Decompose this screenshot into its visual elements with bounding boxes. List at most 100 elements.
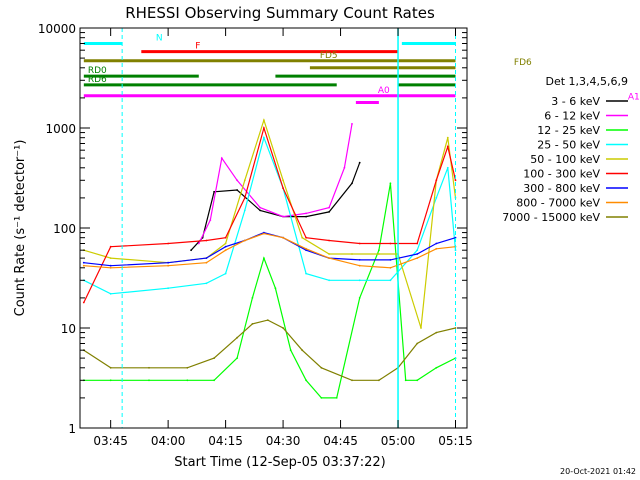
series-2-point-3 [186, 379, 189, 382]
series-7-point-0 [82, 264, 85, 267]
legend-label-5: 100 - 300 keV [523, 168, 600, 181]
series-5-point-2 [167, 242, 170, 245]
legend-label-7: 800 - 7000 keV [516, 197, 600, 210]
series-4-point-15 [446, 136, 449, 139]
series-8-point-11 [351, 379, 353, 382]
series-8-point-16 [454, 327, 457, 329]
series-line-3 [83, 135, 457, 295]
series-0-point-9 [358, 161, 361, 164]
bar-label-5: RD6 [88, 75, 107, 85]
series-2-point-6 [251, 297, 254, 299]
series-line-0 [190, 162, 361, 251]
series-2-point-5 [236, 357, 239, 359]
series-7-point-1 [109, 266, 112, 269]
series-8-point-12 [378, 379, 380, 382]
series-3-point-4 [224, 272, 227, 275]
series-5-point-5 [243, 197, 246, 199]
series-1-point-0 [197, 242, 200, 245]
x-tick-label-2: 04:15 [208, 434, 243, 448]
series-6-point-0 [82, 261, 85, 264]
series-8-point-3 [186, 366, 189, 369]
series-7-point-6 [263, 232, 265, 235]
series-4-point-10 [351, 253, 353, 255]
legend-title: Det 1,3,4,5,6,9 [545, 75, 628, 88]
series-3-point-13 [435, 197, 438, 199]
series-1-point-1 [209, 219, 212, 222]
series-2-point-2 [148, 379, 150, 382]
series-6-point-12 [416, 253, 419, 255]
series-1-point-2 [220, 157, 223, 160]
series-3-point-2 [167, 287, 170, 290]
series-7-point-9 [328, 257, 330, 259]
series-5-point-9 [328, 239, 330, 242]
series-7-point-3 [205, 261, 208, 264]
series-8-point-15 [435, 331, 438, 334]
series-0-point-0 [190, 249, 193, 252]
series-7-point-13 [435, 247, 438, 250]
series-3-point-9 [328, 279, 330, 282]
series-6-point-11 [389, 259, 392, 261]
series-2-point-12 [335, 397, 338, 399]
x-axis-label: Start Time (12-Sep-05 03:37:22) [174, 455, 385, 470]
series-5-point-0 [82, 301, 85, 304]
series-2-point-17 [416, 379, 419, 382]
chart-title: RHESSI Observing Summary Count Rates [125, 4, 435, 22]
series-3-point-1 [109, 292, 112, 295]
legend-label-6: 300 - 800 keV [523, 182, 600, 195]
series-2-point-18 [435, 366, 438, 369]
series-1-point-4 [259, 206, 261, 209]
series-3-point-11 [389, 279, 392, 282]
series-2-point-13 [358, 297, 361, 299]
bar-label-7: A1 [628, 92, 640, 102]
series-7-point-12 [416, 257, 419, 259]
series-6-point-1 [109, 264, 112, 267]
series-1-point-8 [343, 166, 346, 169]
series-2-point-4 [213, 379, 216, 382]
series-2-point-10 [305, 379, 307, 382]
series-6-point-3 [205, 257, 208, 259]
series-7-point-5 [243, 239, 246, 242]
x-tick-label-3: 04:30 [266, 434, 301, 448]
legend-label-4: 50 - 100 keV [530, 153, 600, 166]
y-tick-label-2: 100 [53, 222, 76, 236]
series-8-point-4 [213, 357, 216, 359]
series-5-point-3 [205, 239, 208, 242]
series-0-point-2 [213, 190, 216, 193]
legend-label-2: 12 - 25 keV [537, 124, 600, 137]
footer-timestamp: 20-Oct-2021 01:42 [560, 467, 636, 476]
series-4-point-8 [301, 236, 304, 239]
series-3-point-8 [305, 272, 307, 275]
series-7-point-11 [389, 266, 392, 269]
bar-label-3: FD6 [514, 58, 532, 68]
series-7-point-4 [224, 249, 227, 252]
series-7-point-10 [358, 264, 361, 267]
series-8-point-5 [236, 336, 239, 339]
series-7-point-2 [167, 264, 170, 267]
series-5-point-15 [454, 179, 457, 182]
series-layer [82, 118, 457, 399]
series-3-point-12 [416, 249, 419, 252]
y-tick-label-1: 10 [61, 322, 76, 336]
series-5-point-14 [446, 145, 449, 148]
series-2-point-11 [320, 397, 323, 399]
bar-label-2: FD5 [320, 51, 338, 61]
series-0-point-4 [259, 209, 261, 212]
series-0-point-6 [305, 215, 307, 218]
series-5-point-1 [109, 245, 112, 248]
series-6-point-10 [358, 259, 361, 261]
series-5-point-4 [224, 236, 227, 239]
series-2-point-7 [263, 257, 265, 259]
series-4-point-5 [243, 179, 246, 182]
series-8-point-7 [266, 319, 269, 321]
series-4-point-13 [420, 327, 422, 329]
series-7-point-7 [282, 236, 284, 239]
series-8-point-6 [251, 323, 254, 325]
legend-label-8: 7000 - 15000 keV [502, 211, 600, 224]
bar-label-1: F [195, 42, 200, 52]
series-line-1 [198, 123, 353, 244]
series-2-point-8 [274, 287, 277, 290]
series-3-point-3 [205, 282, 208, 285]
series-4-point-7 [282, 179, 284, 182]
